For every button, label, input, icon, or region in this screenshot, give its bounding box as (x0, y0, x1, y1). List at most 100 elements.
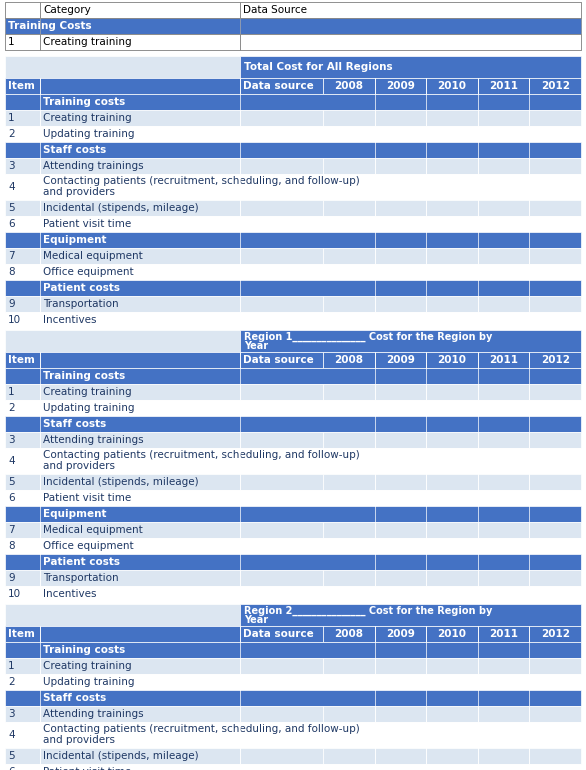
Bar (323, 432, 374, 448)
Bar (426, 722, 478, 748)
Bar (529, 264, 581, 280)
Text: Incentives: Incentives (43, 315, 97, 325)
Bar (5, 432, 40, 448)
Bar (40, 674, 240, 690)
Bar (478, 522, 529, 538)
Text: 2011: 2011 (489, 629, 518, 639)
Bar (529, 570, 581, 586)
Text: Patient visit time: Patient visit time (43, 767, 131, 770)
Bar (529, 126, 581, 142)
Text: Patient visit time: Patient visit time (43, 493, 131, 503)
Bar (374, 538, 426, 554)
Bar (40, 400, 240, 416)
Text: Attending trainings: Attending trainings (43, 709, 144, 719)
Text: 3: 3 (8, 435, 15, 445)
Bar (374, 748, 426, 764)
Bar (426, 174, 478, 200)
Bar (240, 384, 323, 400)
Bar (5, 554, 581, 570)
Text: 2010: 2010 (438, 81, 466, 91)
Bar (323, 158, 374, 174)
Bar (478, 538, 529, 554)
Bar (240, 296, 323, 312)
Bar (426, 400, 478, 416)
Bar (529, 706, 581, 722)
Bar (40, 158, 240, 174)
Text: 4: 4 (8, 456, 15, 466)
Bar (323, 658, 374, 674)
Text: Contacting patients (recruitment, scheduling, and follow-up): Contacting patients (recruitment, schedu… (43, 176, 360, 186)
Bar (323, 706, 374, 722)
Text: and providers: and providers (43, 735, 115, 745)
Bar (5, 34, 40, 50)
Bar (478, 384, 529, 400)
Bar (5, 352, 40, 368)
Text: 3: 3 (8, 709, 15, 719)
Bar (323, 490, 374, 506)
Text: 2012: 2012 (541, 81, 570, 91)
Bar (323, 126, 374, 142)
Bar (529, 78, 581, 94)
Bar (478, 110, 529, 126)
Bar (426, 586, 478, 602)
Text: 2: 2 (8, 403, 15, 413)
Bar (426, 706, 478, 722)
Text: Item: Item (8, 629, 35, 639)
Text: 2010: 2010 (438, 629, 466, 639)
Bar (5, 522, 40, 538)
Text: Equipment: Equipment (43, 235, 107, 245)
Text: Staff costs: Staff costs (43, 419, 106, 429)
Bar (323, 296, 374, 312)
Bar (529, 432, 581, 448)
Text: Item: Item (8, 355, 35, 365)
Bar (5, 748, 40, 764)
Bar (5, 474, 40, 490)
Bar (240, 2, 581, 18)
Bar (40, 722, 240, 748)
Bar (478, 474, 529, 490)
Bar (478, 352, 529, 368)
Bar (374, 400, 426, 416)
Text: Medical equipment: Medical equipment (43, 251, 143, 261)
Bar (323, 174, 374, 200)
Bar (426, 748, 478, 764)
Bar (5, 126, 40, 142)
Text: 4: 4 (8, 730, 15, 740)
Bar (374, 352, 426, 368)
Bar (374, 706, 426, 722)
Bar (5, 506, 581, 522)
Bar (374, 626, 426, 642)
Bar (323, 312, 374, 328)
Bar (5, 142, 581, 158)
Bar (426, 126, 478, 142)
Text: Region 2_______________ Cost for the Region by: Region 2_______________ Cost for the Reg… (244, 606, 492, 616)
Text: 5: 5 (8, 203, 15, 213)
Bar (426, 448, 478, 474)
Bar (374, 200, 426, 216)
Bar (529, 722, 581, 748)
Bar (323, 538, 374, 554)
Bar (40, 110, 240, 126)
Bar (529, 448, 581, 474)
Text: 9: 9 (8, 299, 15, 309)
Bar (426, 474, 478, 490)
Bar (374, 586, 426, 602)
Text: 2008: 2008 (334, 629, 363, 639)
Bar (426, 626, 478, 642)
Bar (40, 538, 240, 554)
Text: 1: 1 (8, 37, 15, 47)
Bar (240, 570, 323, 586)
Bar (40, 264, 240, 280)
Bar (478, 158, 529, 174)
Bar (426, 432, 478, 448)
Bar (478, 748, 529, 764)
Text: Year: Year (244, 341, 268, 351)
Bar (40, 432, 240, 448)
Text: 4: 4 (8, 182, 15, 192)
Bar (5, 248, 40, 264)
Bar (323, 216, 374, 232)
Bar (40, 448, 240, 474)
Bar (5, 368, 581, 384)
Bar (5, 216, 40, 232)
Bar (323, 570, 374, 586)
